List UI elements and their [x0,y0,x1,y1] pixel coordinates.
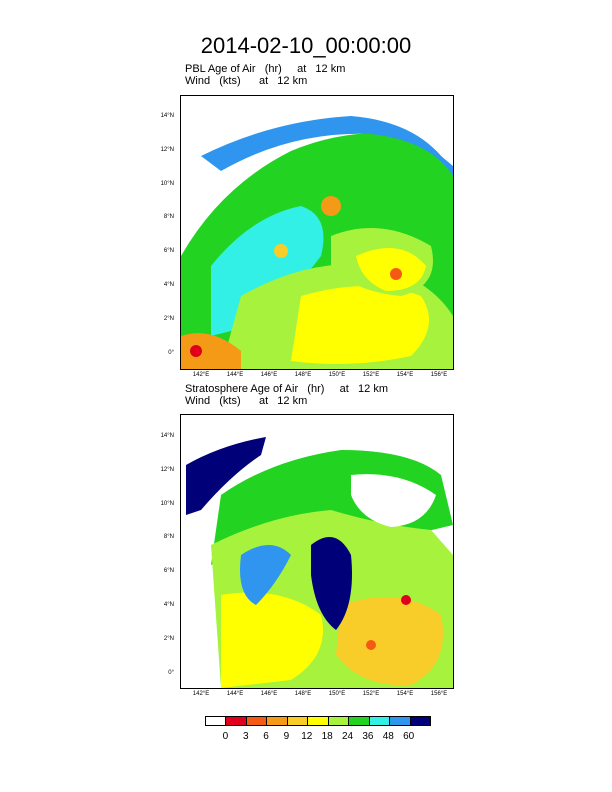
legend-swatch [308,717,329,725]
lon-tick-label: 148°E [294,372,312,378]
panel2-field [181,415,453,688]
lat-tick-label: 2°N [163,635,174,642]
legend-swatch [267,717,288,725]
lon-tick-label: 146°E [260,372,278,378]
panel2-title-line1: Stratosphere Age of Air (hr) at 12 km [185,383,388,395]
lat-tick-label: 4°N [163,282,174,288]
panel1-title-line1: PBL Age of Air (hr) at 12 km [185,63,346,75]
lon-tick-label: 144°E [226,372,244,378]
lat-tick-label: 10°N [160,500,174,507]
legend-colorbar [205,716,431,726]
legend-label: 48 [382,731,394,742]
lat-tick-label: 2°N [163,315,174,322]
lat-tick-label: 0° [168,349,174,356]
legend-label: 24 [341,731,354,742]
legend-label: 0 [222,731,229,742]
lat-tick-label: 8°N [163,534,174,541]
legend-swatch [410,717,430,725]
lat-tick-label: 8°N [163,214,174,221]
lon-tick-label: 152°E [362,691,380,697]
legend-label: 9 [283,731,290,742]
legend-swatch [369,717,391,725]
legend-label: 36 [362,731,374,742]
lat-tick-label: 4°N [163,602,174,608]
lat-tick-label: 10°N [160,180,174,187]
lon-tick-label: 142°E [192,372,210,378]
legend-label: 12 [301,731,313,742]
panel2-title-line2: Wind (kts) at 12 km [185,395,308,407]
lon-tick-label: 142°E [192,691,210,697]
lon-tick-label: 156°E [430,372,448,378]
lon-tick-label: 154°E [396,372,414,378]
lon-tick-label: 156°E [430,691,448,697]
legend-swatch [226,717,247,725]
lat-tick-label: 6°N [163,248,174,255]
lon-tick-label: 150°E [328,372,346,378]
legend-label: 60 [403,731,415,742]
lat-tick-label: 12°N [160,466,174,473]
lat-tick-label: 14°N [160,113,174,119]
lon-tick-label: 146°E [260,691,278,697]
legend-swatch [349,717,370,725]
legend-label: 6 [263,731,269,742]
lon-tick-label: 152°E [362,372,380,378]
legend-swatch [390,717,411,725]
legend-swatch [328,717,350,725]
lon-tick-label: 150°E [328,691,346,697]
lat-tick-label: 14°N [160,433,174,439]
panel2-map [180,414,454,689]
lat-tick-label: 6°N [163,568,174,575]
legend-label: 18 [321,731,333,742]
lon-tick-label: 148°E [294,691,312,697]
lat-tick-label: 12°N [160,146,174,153]
lat-tick-label: 0° [168,669,174,676]
legend-swatch [246,717,268,725]
page-title: 2014-02-10_00:00:00 [200,33,412,58]
panel1-map [180,95,454,370]
legend-swatch [287,717,309,725]
panel1-title-line2: Wind (kts) at 12 km [185,75,308,87]
lon-tick-label: 144°E [226,691,244,697]
panel1-field [181,96,453,369]
legend-label: 3 [242,731,249,742]
lon-tick-label: 154°E [396,691,414,697]
legend-swatch [206,717,227,725]
